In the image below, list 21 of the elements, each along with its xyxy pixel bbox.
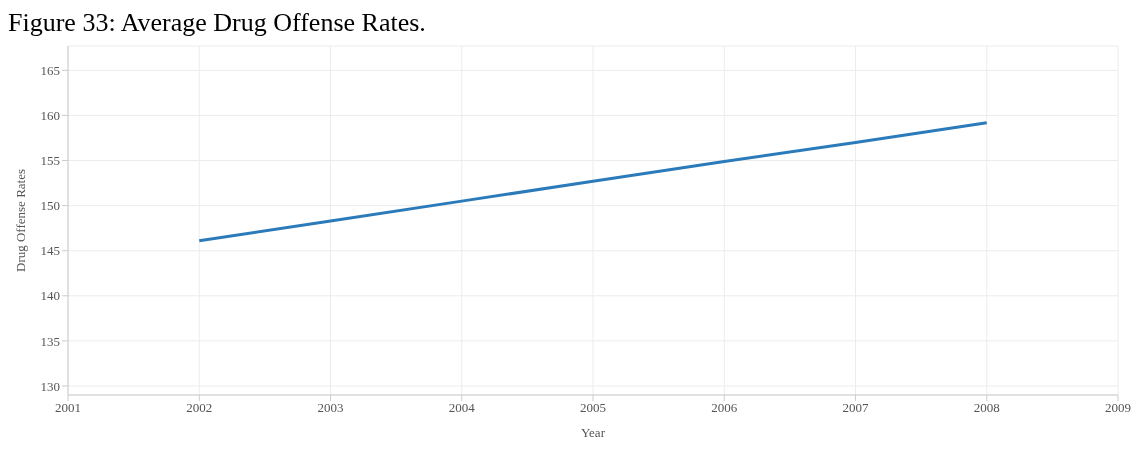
chart-title: Figure 33: Average Drug Offense Rates.	[8, 8, 427, 38]
x-tick-label: 2003	[317, 400, 344, 416]
y-tick-label: 150	[40, 198, 60, 214]
x-tick-label: 2005	[580, 400, 606, 416]
y-axis-title: Drug Offense Rates	[12, 168, 28, 273]
y-tick-label: 135	[40, 333, 60, 349]
x-tick-label: 2004	[448, 400, 476, 416]
line-series	[197, 121, 989, 243]
x-tick-label: 2008	[973, 400, 1000, 416]
x-tick-label: 2002	[186, 400, 213, 416]
y-tick-label: 160	[40, 108, 60, 124]
y-tick-label: 165	[40, 62, 60, 78]
x-tick-label: 2006	[711, 400, 738, 416]
y-tick-label: 155	[40, 153, 60, 169]
x-tick-label: 2001	[55, 400, 81, 416]
x-tick-label: 2009	[1105, 400, 1131, 416]
y-tick-label: 140	[40, 288, 60, 304]
y-tick-label: 130	[40, 378, 60, 394]
x-axis-title: Year	[581, 425, 606, 440]
y-tick-label: 145	[40, 243, 60, 259]
x-tick-label: 2007	[842, 400, 869, 416]
